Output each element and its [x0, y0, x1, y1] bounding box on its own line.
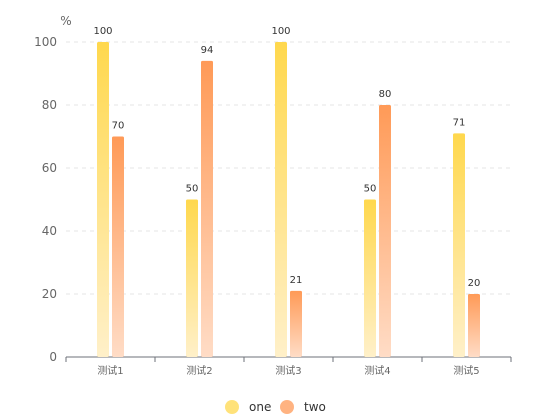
x-tick-label: 测试1 [97, 364, 123, 377]
y-tick-label: 100 [34, 35, 57, 49]
data-label: 94 [201, 45, 214, 56]
bar-two [112, 136, 124, 357]
x-tick-label: 测试5 [453, 364, 479, 377]
legend-marker-two [280, 400, 294, 414]
x-tick-label: 测试3 [275, 364, 301, 377]
legend-label-two: two [304, 400, 326, 414]
y-tick-label: 40 [42, 224, 57, 238]
x-tick-label: 测试4 [364, 364, 390, 377]
data-label: 80 [379, 89, 392, 100]
y-tick-label: 60 [42, 161, 57, 175]
bar-two [290, 290, 302, 357]
bar-two [201, 60, 213, 358]
data-label: 71 [453, 117, 466, 128]
y-tick-label: 20 [42, 287, 57, 301]
y-tick-label: 0 [49, 350, 57, 364]
bar-one [275, 42, 287, 357]
bar-one [186, 199, 198, 357]
data-label: 50 [186, 184, 199, 195]
bar-one [97, 42, 109, 357]
legend-marker-one [225, 400, 239, 414]
data-label: 70 [112, 121, 125, 132]
data-label: 21 [290, 275, 303, 286]
y-axis-unit: % [60, 14, 71, 28]
y-tick-label: 80 [42, 98, 57, 112]
data-label: 50 [364, 184, 377, 195]
legend-label-one: one [249, 400, 271, 414]
bar-two [379, 105, 391, 357]
bar-one [364, 199, 376, 357]
bar-two [468, 294, 480, 357]
x-tick-label: 测试2 [186, 364, 212, 377]
bar-one [453, 133, 465, 357]
data-label: 20 [468, 278, 481, 289]
data-label: 100 [271, 26, 290, 37]
data-label: 100 [93, 26, 112, 37]
